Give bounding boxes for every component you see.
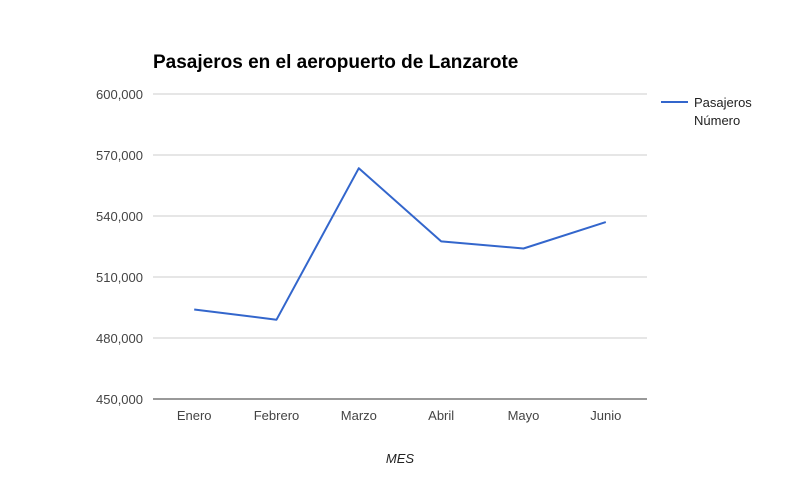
y-tick-label: 570,000 [96,148,143,163]
x-tick-label: Mayo [508,408,540,423]
chart-title: Pasajeros en el aeropuerto de Lanzarote [153,52,518,73]
series-lines [194,167,607,321]
y-tick-label: 540,000 [96,209,143,224]
x-tick-label: Marzo [341,408,377,423]
legend-label: Pasajeros [694,95,752,110]
x-tick-label: Febrero [254,408,300,423]
y-tick-label: 600,000 [96,87,143,102]
x-tick-label: Enero [177,408,212,423]
y-tick-label: 480,000 [96,331,143,346]
grid-lines [153,93,647,400]
x-axis-title: MES [386,451,415,466]
y-tick-label: 510,000 [96,270,143,285]
x-axis-ticks: Enero Febrero Marzo Abril Mayo Junio [177,408,622,423]
legend: Pasajeros Número [661,95,752,128]
legend-label: Número [694,113,740,128]
x-tick-label: Abril [428,408,454,423]
y-tick-label: 450,000 [96,392,143,407]
series-line [194,167,607,321]
y-axis-ticks: 450,000 480,000 510,000 540,000 570,000 600,0… [96,87,143,407]
x-tick-label: Junio [590,408,621,423]
